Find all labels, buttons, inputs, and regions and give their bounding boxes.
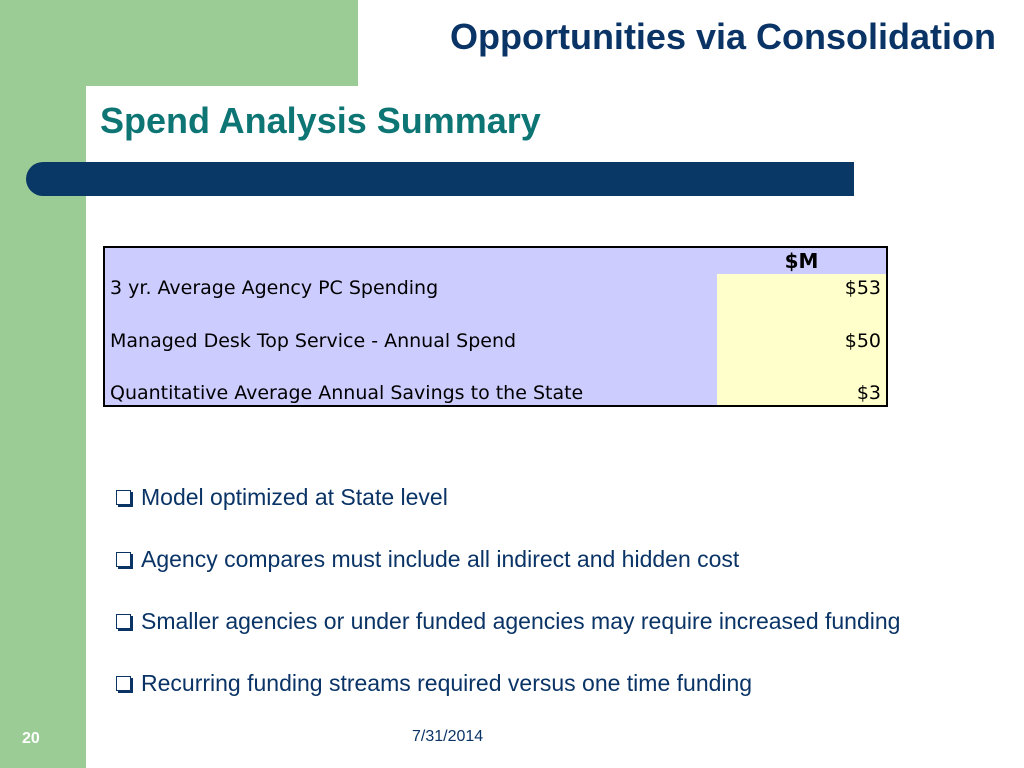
bullet-list: Model optimized at State level Agency co… bbox=[116, 484, 900, 732]
bullet-item: Agency compares must include all indirec… bbox=[116, 546, 900, 608]
page-number: 20 bbox=[22, 730, 40, 747]
slide-title: Opportunities via Consolidation bbox=[449, 16, 996, 57]
bullet-item: Smaller agencies or under funded agencie… bbox=[116, 608, 900, 670]
bullet-item: Recurring funding streams required versu… bbox=[116, 670, 900, 732]
checkbox-square-icon bbox=[116, 490, 131, 505]
row-label: Managed Desk Top Service - Annual Spend bbox=[110, 330, 517, 352]
row-label: 3 yr. Average Agency PC Spending bbox=[110, 277, 439, 299]
checkbox-square-icon bbox=[116, 676, 131, 691]
bullet-item: Model optimized at State level bbox=[116, 484, 900, 546]
bullet-text: Agency compares must include all indirec… bbox=[141, 546, 740, 572]
checkbox-square-icon bbox=[116, 614, 131, 629]
row-value: $3 bbox=[856, 382, 881, 404]
bullet-text: Recurring funding streams required versu… bbox=[141, 670, 753, 696]
slide-subtitle: Spend Analysis Summary bbox=[100, 100, 541, 141]
slide-date: 7/31/2014 bbox=[412, 728, 484, 745]
bullet-text: Model optimized at State level bbox=[141, 484, 448, 510]
content-panel bbox=[86, 86, 1024, 768]
spend-table: $M 3 yr. Average Agency PC Spending $53 … bbox=[103, 246, 888, 407]
green-top-band bbox=[0, 0, 358, 86]
column-header-millions: $M bbox=[784, 249, 819, 273]
title-divider-bar bbox=[26, 162, 854, 196]
green-side-band bbox=[0, 0, 86, 768]
row-value: $50 bbox=[844, 330, 881, 352]
row-label: Quantitative Average Annual Savings to t… bbox=[110, 382, 584, 404]
value-column-background bbox=[717, 274, 886, 405]
row-value: $53 bbox=[844, 277, 881, 299]
bullet-text: Smaller agencies or under funded agencie… bbox=[141, 608, 901, 634]
checkbox-square-icon bbox=[116, 552, 131, 567]
